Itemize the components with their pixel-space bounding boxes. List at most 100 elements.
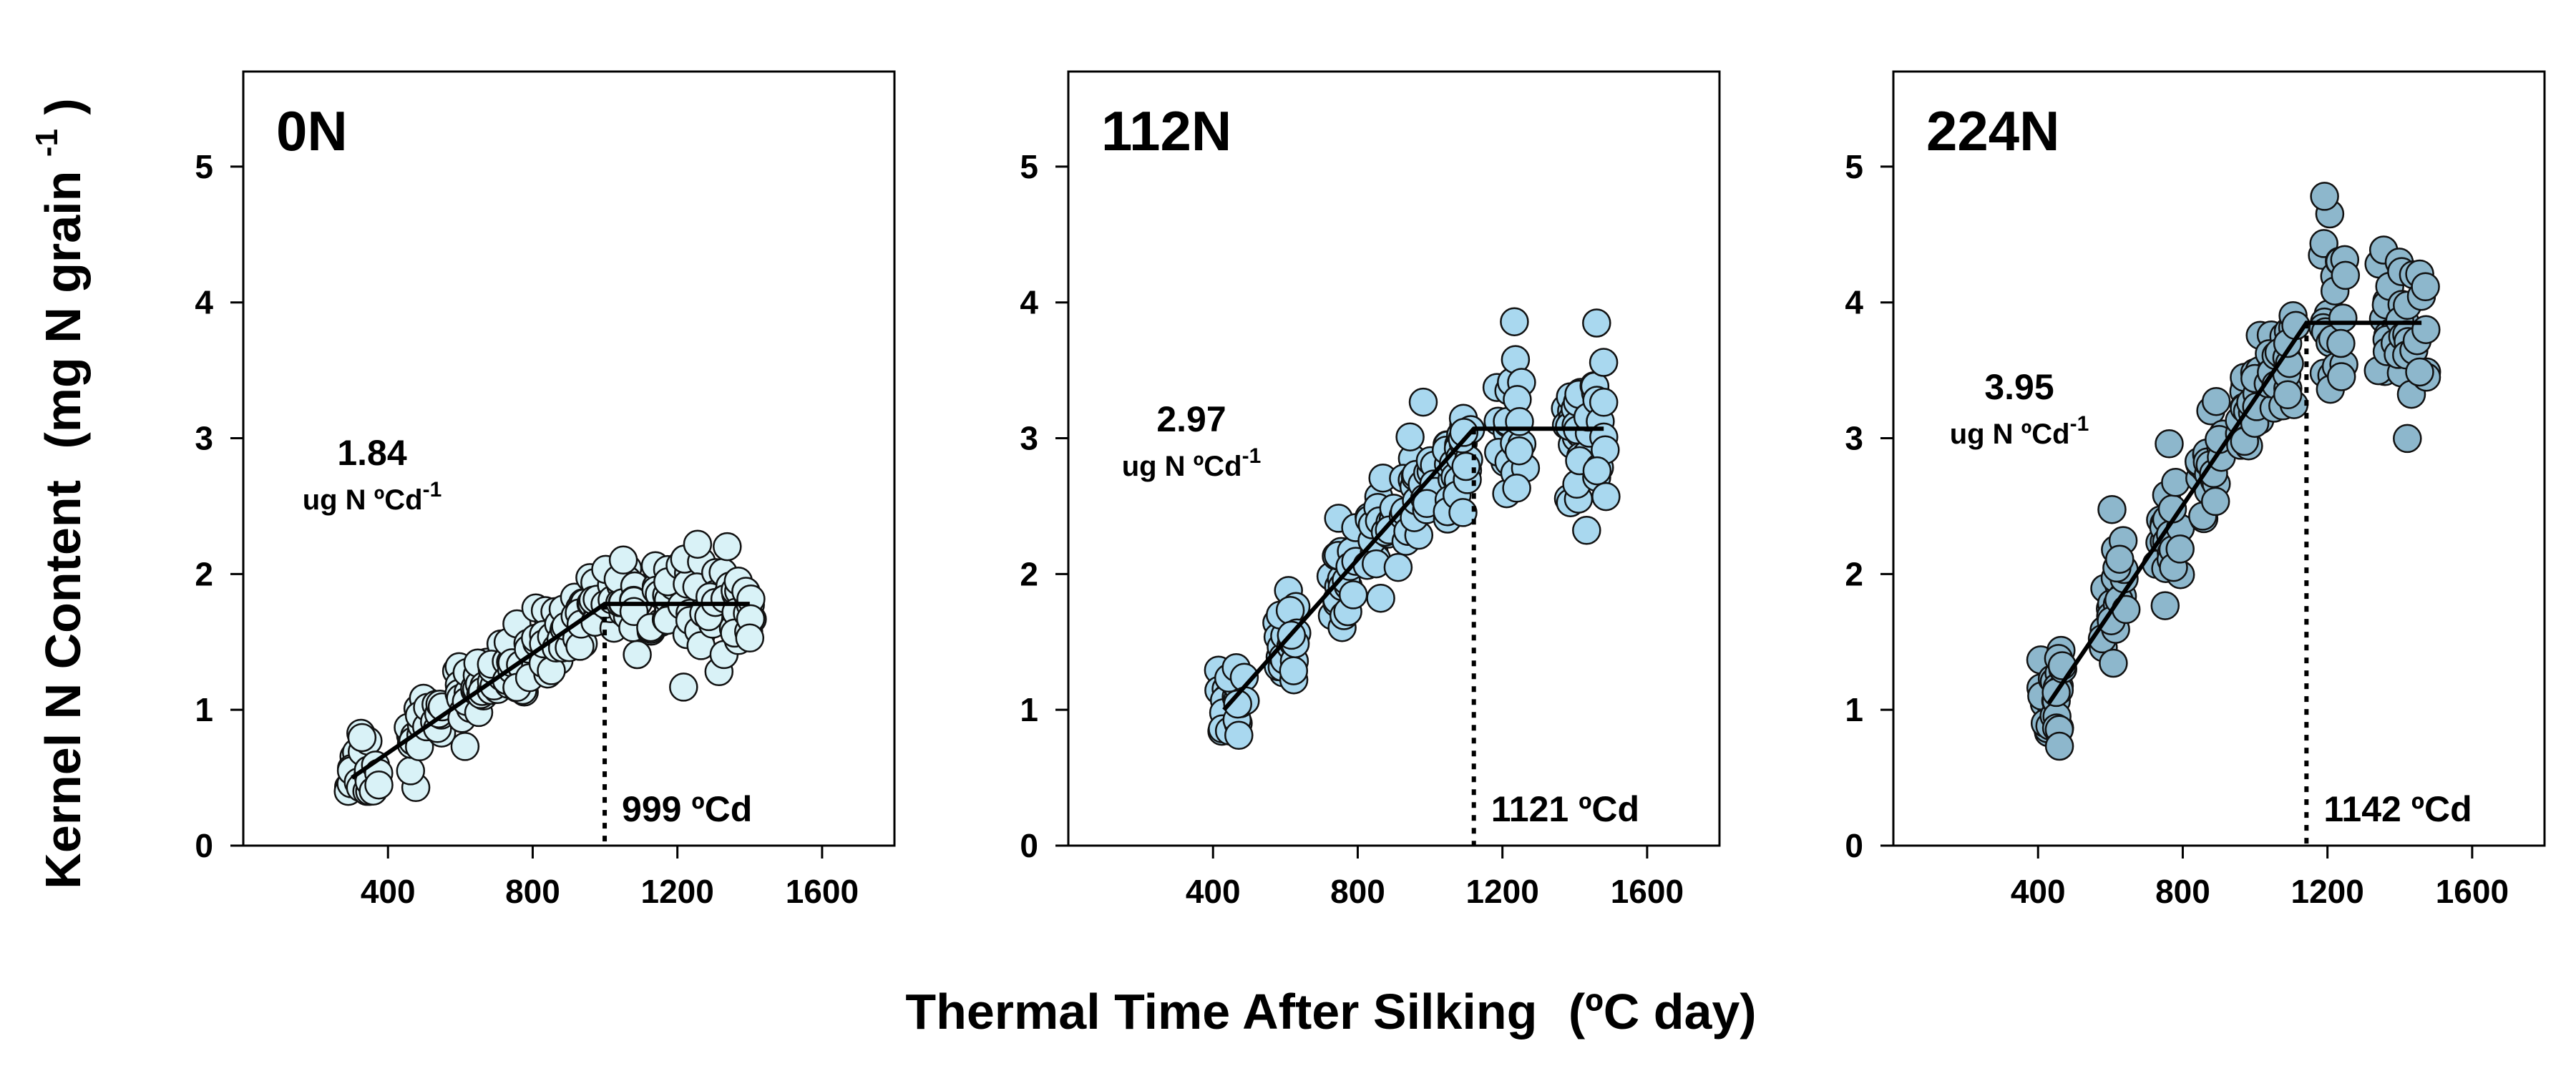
- data-point: [1383, 552, 1413, 582]
- panel-label: 224N: [1926, 99, 2059, 162]
- slope-unit-exp: -1: [2070, 412, 2089, 436]
- slope-value: 3.95: [1984, 367, 2054, 407]
- y-tick-label: 3: [1020, 420, 1038, 457]
- x-axis-title-units: (ºC day): [1568, 984, 1757, 1040]
- slope-value: 2.97: [1156, 399, 1226, 439]
- y-tick-label: 5: [1020, 148, 1038, 185]
- data-point: [2099, 648, 2128, 678]
- breakpoint-label: 1121 ºCd: [1491, 789, 1639, 829]
- y-tick-label: 5: [195, 148, 213, 185]
- slope-unit-text: ug N ºCd: [303, 484, 423, 516]
- data-point: [1591, 481, 1621, 512]
- data-point: [1448, 498, 1478, 527]
- x-tick-label: 800: [1330, 873, 1385, 910]
- data-point: [364, 770, 394, 800]
- fit-line-112N: [1222, 426, 1604, 712]
- points-112N: [1204, 307, 1621, 750]
- data-point: [608, 545, 638, 575]
- x-tick-label: 1600: [2436, 873, 2509, 910]
- x-tick-label: 1600: [1611, 873, 1684, 910]
- y-tick-label: 2: [1020, 555, 1038, 592]
- data-point: [1449, 418, 1479, 447]
- data-point: [2405, 357, 2434, 387]
- data-point: [2097, 494, 2127, 524]
- data-point: [2273, 380, 2303, 410]
- x-tick-label: 400: [361, 873, 416, 910]
- data-point: [1502, 474, 1531, 503]
- data-point: [2411, 272, 2440, 302]
- x-tick-label: 1200: [2290, 873, 2363, 910]
- y-tick-label: 0: [195, 827, 213, 864]
- y-tick-label: 4: [1845, 284, 1863, 321]
- panel-label: 112N: [1101, 99, 1231, 162]
- breakpoint-label: 999 ºCd: [622, 789, 752, 829]
- x-axis-title-text: Thermal Time After Silking: [905, 984, 1537, 1040]
- y-axis-title-units: (mg N grain: [35, 171, 91, 449]
- slope-unit: ug N ºCd-1: [1122, 444, 1262, 482]
- slope-unit-text: ug N ºCd: [1950, 419, 2070, 450]
- x-axis-title: Thermal Time After Silking (ºC day): [905, 984, 1756, 1040]
- data-point: [2201, 386, 2231, 416]
- data-point: [1582, 308, 1611, 338]
- y-tick-label: 1: [1845, 691, 1863, 728]
- y-tick-label: 3: [195, 420, 213, 457]
- data-point: [1408, 387, 1438, 417]
- slope-unit-text: ug N ºCd: [1122, 451, 1242, 482]
- data-point: [2331, 260, 2361, 290]
- data-point: [2105, 544, 2135, 574]
- data-point: [2155, 429, 2184, 459]
- fit-line-0N: [351, 602, 750, 780]
- x-tick-label: 400: [1186, 873, 1241, 910]
- panel-2: 0 1 2 3 4 5 400 800 1200 1600 224N 3.95 ug N ºCd-1 11…: [1845, 70, 2546, 910]
- data-point: [2326, 328, 2356, 358]
- slope-unit: ug N ºCd-1: [1950, 412, 2089, 450]
- y-axis-title-group: Kernel N Content (mg N grain -1 ): [12, 98, 91, 889]
- points-0N: [333, 529, 767, 806]
- y-tick-label: 4: [1020, 284, 1038, 321]
- data-point: [1504, 436, 1534, 466]
- y-axis-title: Kernel N Content (mg N grain -1 ): [12, 98, 91, 889]
- y-tick-label: 1: [195, 691, 213, 728]
- slope-unit: ug N ºCd-1: [303, 478, 442, 516]
- data-point: [1505, 407, 1534, 436]
- points-224N: [2026, 182, 2441, 761]
- y-tick-label: 5: [1845, 148, 1863, 185]
- data-point: [2393, 424, 2422, 454]
- data-point: [735, 623, 765, 653]
- panel-1: 0 1 2 3 4 5 400 800 1200 1600 112N 2.97 ug N ºCd-1 11…: [1020, 70, 1721, 910]
- breakpoint-label: 1142 ºCd: [2323, 789, 2472, 829]
- panel-0: 0 1 2 3 4 5 400 800 1200 1600 0N 1.84 ug N ºCd-1 999 …: [195, 70, 896, 910]
- data-point: [713, 532, 742, 562]
- data-point: [2200, 486, 2230, 517]
- x-tick-label: 1600: [786, 873, 859, 910]
- data-point: [683, 529, 713, 559]
- data-point: [2310, 182, 2339, 211]
- data-point: [450, 732, 480, 761]
- slope-unit-exp: -1: [1242, 444, 1262, 468]
- y-axis-title-units-exp: -1: [29, 129, 64, 157]
- plot-frame-0N: [242, 70, 896, 847]
- x-tick-label: 1200: [1465, 873, 1538, 910]
- data-point: [1366, 583, 1395, 613]
- x-tick-label: 800: [505, 873, 560, 910]
- plot-frame-112N: [1067, 70, 1721, 847]
- data-point: [1589, 388, 1619, 417]
- data-point: [2326, 362, 2356, 391]
- x-tick-label: 800: [2155, 873, 2210, 910]
- y-tick-label: 1: [1020, 691, 1038, 728]
- data-point: [1338, 580, 1368, 610]
- data-point: [396, 756, 426, 786]
- y-tick-label: 2: [195, 555, 213, 592]
- data-point: [1279, 656, 1309, 685]
- data-point: [1395, 422, 1425, 451]
- y-axis-title-text: Kernel N Content: [35, 480, 91, 889]
- data-point: [669, 672, 698, 702]
- slope-unit-exp: -1: [423, 478, 442, 502]
- data-point: [2165, 534, 2195, 564]
- data-point: [2161, 468, 2190, 497]
- data-point: [1572, 516, 1601, 545]
- data-point: [2150, 591, 2180, 620]
- data-point: [1582, 456, 1612, 486]
- y-tick-label: 0: [1020, 827, 1038, 864]
